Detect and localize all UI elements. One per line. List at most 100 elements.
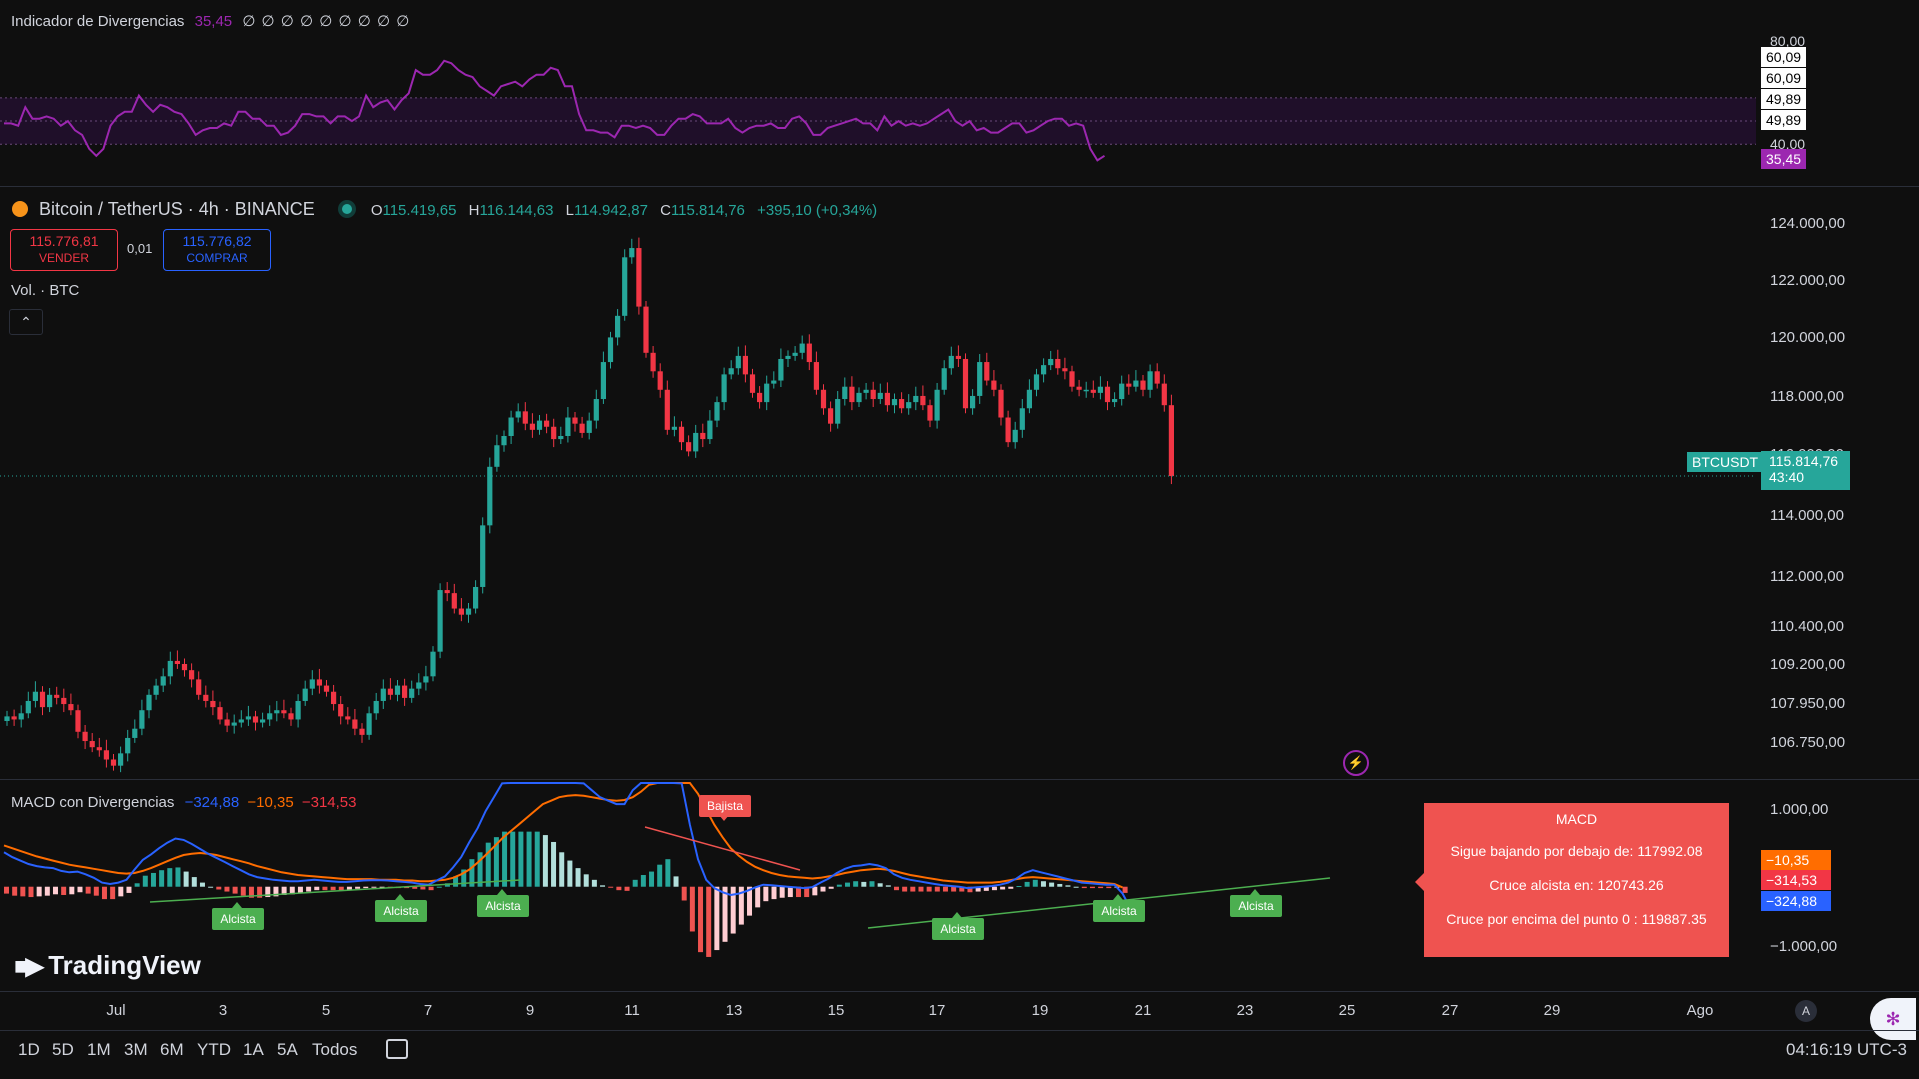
alert-box — [375, 900, 427, 922]
candle — [25, 700, 31, 714]
candle — [196, 679, 202, 695]
macd-histogram-bar — [77, 886, 83, 893]
candle — [409, 688, 415, 698]
candle — [820, 389, 827, 409]
macd-histogram-bar — [314, 886, 320, 891]
auto-scale-button[interactable]: A — [1795, 1000, 1817, 1022]
alert-box — [1230, 895, 1282, 917]
candle — [96, 747, 102, 751]
alert-pointer — [395, 894, 405, 900]
timeframe-button[interactable]: Todos — [312, 1040, 358, 1059]
candle — [1069, 371, 1075, 387]
macd-histogram-bar — [493, 837, 499, 887]
candle — [189, 670, 195, 680]
clock[interactable]: 04:16:19 UTC-3 — [1786, 1040, 1907, 1059]
time-axis-label: 23 — [1236, 1002, 1254, 1019]
timeframe-button[interactable]: YTD — [197, 1040, 231, 1059]
time-axis[interactable]: Jul 3 5 7 9 11 13 15 17 19 21 23 25 27 29 Ago — [0, 1000, 1756, 1022]
macd-histogram-bar — [167, 868, 173, 887]
brand-logo[interactable]: ■▶ TradingView — [14, 950, 201, 981]
panel-divider[interactable] — [0, 186, 1919, 187]
macd-histogram-bar — [412, 886, 418, 889]
candle — [970, 395, 976, 409]
alert-box — [699, 795, 751, 817]
macd-histogram-bar — [673, 876, 679, 887]
macd-histogram-bar — [1073, 886, 1079, 888]
macd-histogram-bar — [1098, 886, 1104, 889]
macd-histogram-bar — [698, 886, 704, 953]
ohlc-close-label: C — [660, 202, 671, 219]
macd-histogram-bar — [502, 831, 508, 887]
price-axis-label: 106.750,00 — [1770, 734, 1846, 751]
candlestick-plot[interactable] — [0, 188, 1756, 778]
ohlc-open: 115.419,65 — [382, 202, 457, 219]
macd-histogram-bar — [934, 886, 940, 892]
rsi-placeholders: ∅ ∅ ∅ ∅ ∅ ∅ ∅ ∅ ∅ — [242, 13, 411, 30]
candle — [1126, 383, 1132, 387]
macd-histogram-bar — [232, 886, 238, 894]
macd-line — [3, 782, 1132, 910]
candle — [650, 352, 656, 372]
info-title: MACD — [1555, 811, 1598, 827]
candle — [288, 713, 294, 720]
rsi-line — [4, 59, 1106, 162]
candle — [423, 676, 429, 683]
time-axis-label: 15 — [827, 1002, 845, 1019]
macd-histogram-bar — [355, 886, 361, 889]
candle — [714, 402, 720, 421]
candle-countdown: 43:40 — [1769, 469, 1805, 485]
macd-histogram-bar — [1008, 886, 1014, 889]
macd-histogram-bar — [1049, 882, 1055, 887]
macd-plot[interactable]: Alcista Alcista Alcista Bajista Alcista Alcis… — [0, 780, 1756, 990]
sell-button[interactable]: 115.776,81 VENDER — [10, 229, 118, 271]
macd-histogram-bar — [101, 886, 107, 900]
macd-histogram-bar — [640, 875, 646, 887]
candle — [565, 417, 571, 436]
price-axis-label: 110.400,00 — [1770, 618, 1844, 635]
rsi-title-row: Indicador de Divergencias 35,45 ∅ ∅ ∅ ∅ … — [11, 12, 410, 30]
price-axis-label: 107.950,00 — [1770, 695, 1846, 712]
macd-histogram-bar — [616, 886, 622, 891]
candle — [593, 399, 599, 421]
candle — [487, 466, 493, 526]
candle — [664, 389, 670, 430]
candle — [238, 719, 244, 723]
rsi-plot[interactable] — [0, 0, 1756, 180]
macd-histogram-bar — [436, 886, 442, 888]
lightning-icon[interactable]: ⚡ — [1343, 750, 1369, 776]
candle — [146, 694, 152, 711]
macd-histogram-bar — [796, 886, 802, 898]
timeframe-button[interactable]: 1D — [18, 1040, 40, 1059]
macd-histogram-bar — [836, 884, 842, 887]
goto-date-icon[interactable] — [386, 1039, 408, 1059]
sell-price: 115.776,81 — [29, 233, 99, 249]
panel-divider[interactable] — [0, 779, 1919, 780]
timeframe-button[interactable]: 3M — [124, 1040, 148, 1059]
candle — [1133, 380, 1139, 387]
candle — [217, 707, 223, 720]
macd-histogram-bar — [738, 886, 744, 925]
candle — [125, 737, 131, 754]
time-axis-label: 7 — [423, 1002, 433, 1019]
macd-histogram-bar — [975, 886, 981, 892]
brain-icon[interactable]: ✻ — [1870, 998, 1916, 1040]
macd-histogram-bar — [12, 886, 18, 896]
timeframe-button[interactable]: 6M — [160, 1040, 184, 1059]
divergence-alert: Alcista — [932, 912, 984, 940]
timeframe-button[interactable]: 5A — [277, 1040, 298, 1059]
macd-histogram-bar — [510, 831, 516, 887]
candle — [629, 248, 635, 258]
timeframe-button[interactable]: 5D — [52, 1040, 74, 1059]
macd-histogram-bar — [191, 877, 197, 887]
price-axis-label: 118.000,00 — [1770, 388, 1844, 405]
macd-histogram-bar — [1089, 886, 1095, 889]
timeframe-button[interactable]: 1A — [243, 1040, 264, 1059]
buy-button[interactable]: 115.776,82 COMPRAR — [163, 229, 271, 271]
candle — [1033, 374, 1040, 390]
volume-label[interactable]: Vol. · BTC — [11, 282, 80, 299]
timeframe-button[interactable]: 1M — [87, 1040, 111, 1059]
candle — [607, 337, 614, 363]
candle — [494, 445, 500, 467]
symbol-title[interactable]: Bitcoin / TetherUS · 4h · BINANCE — [39, 199, 315, 219]
collapse-button[interactable]: ⌃ — [9, 309, 43, 335]
